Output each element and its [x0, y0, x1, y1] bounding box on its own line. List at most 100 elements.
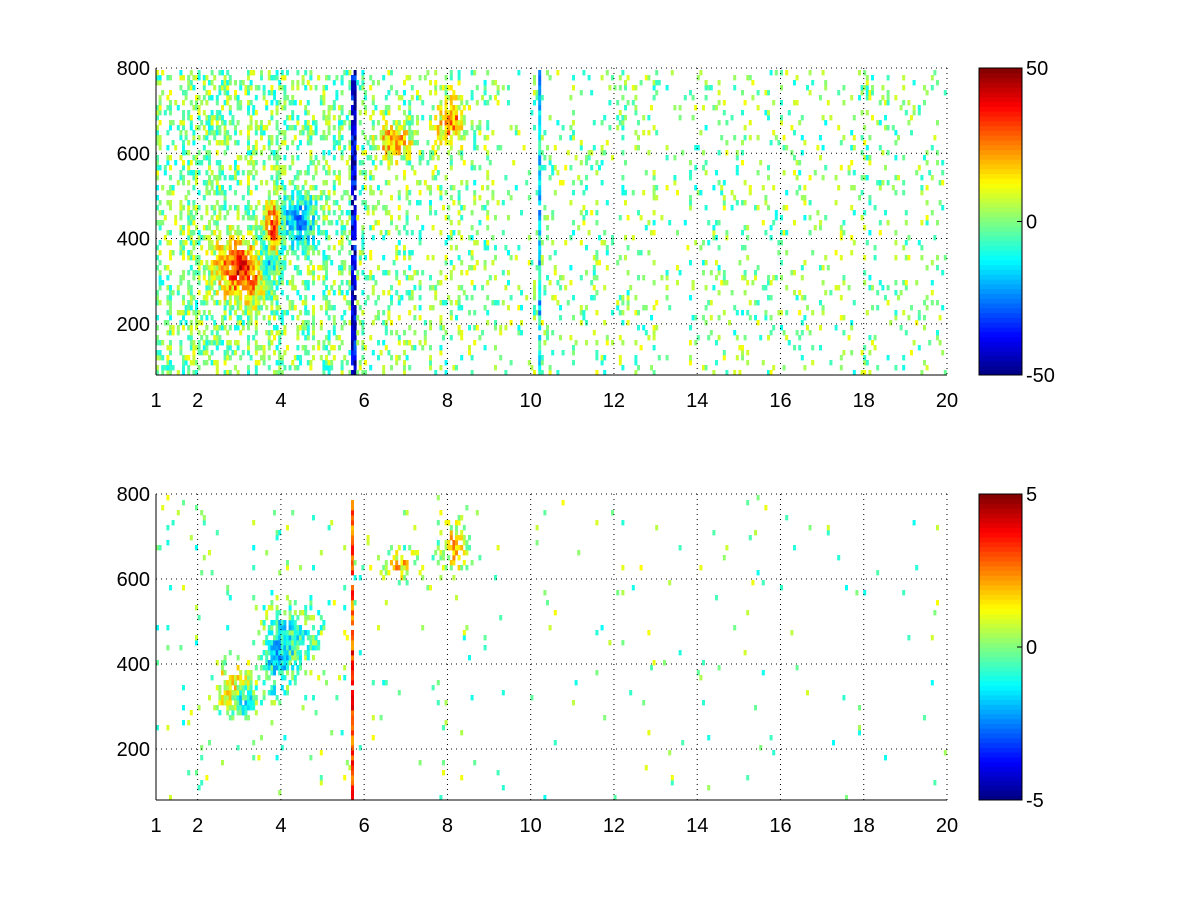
heatmap-cell	[254, 605, 258, 611]
heatmap-cell	[434, 125, 438, 131]
heatmap-cell	[457, 305, 461, 311]
heatmap-cell	[462, 115, 466, 121]
heatmap-cell	[252, 110, 256, 116]
heatmap-cell	[579, 240, 583, 246]
heatmap-cell	[621, 590, 625, 596]
heatmap-cell	[457, 105, 461, 111]
heatmap-cell	[166, 370, 170, 376]
heatmap-cell	[494, 215, 497, 221]
heatmap-cell	[195, 260, 198, 266]
heatmap-cell	[457, 200, 461, 206]
heatmap-cell	[434, 285, 438, 291]
heatmap-cell	[470, 370, 474, 376]
heatmap-cell	[306, 280, 310, 286]
heatmap-cell	[899, 290, 903, 296]
heatmap-cell	[618, 75, 622, 81]
heatmap-cell	[275, 150, 279, 156]
heatmap-cell	[842, 695, 846, 701]
heatmap-cell	[691, 115, 695, 121]
heatmap-cell	[304, 615, 308, 621]
heatmap-cell	[756, 170, 760, 176]
heatmap-cell	[322, 230, 326, 236]
heatmap-cell	[293, 645, 297, 651]
heatmap-cell	[780, 120, 783, 126]
heatmap-cell	[231, 260, 235, 266]
heatmap-cell	[275, 265, 279, 271]
heatmap-cell	[340, 270, 344, 276]
heatmap-cell	[920, 190, 924, 196]
heatmap-cell	[166, 155, 170, 161]
heatmap-cell	[735, 200, 739, 206]
heatmap-cell	[829, 290, 833, 296]
heatmap-cell	[340, 110, 344, 116]
heatmap-cell	[811, 250, 815, 256]
heatmap-cell	[439, 110, 443, 116]
heatmap-cell	[538, 185, 542, 191]
heatmap-cell	[169, 285, 172, 291]
heatmap-cell	[821, 280, 825, 286]
heatmap-cell	[280, 130, 284, 136]
heatmap-cell	[936, 150, 939, 156]
heatmap-cell	[647, 220, 651, 226]
heatmap-cell	[247, 245, 250, 251]
heatmap-cell	[559, 180, 562, 186]
heatmap-cell	[247, 675, 250, 681]
heatmap-cell	[626, 295, 630, 301]
heatmap-cell	[202, 520, 206, 526]
heatmap-cell	[332, 180, 336, 186]
heatmap-cell	[179, 310, 183, 316]
heatmap-cell	[247, 190, 250, 196]
heatmap-cell	[254, 305, 258, 311]
heatmap-cell	[442, 770, 445, 776]
heatmap-cell	[712, 185, 716, 191]
heatmap-cell	[403, 130, 406, 136]
heatmap-cell	[917, 110, 921, 116]
heatmap-cell	[249, 225, 253, 231]
heatmap-cell	[161, 355, 165, 361]
heatmap-cell	[278, 235, 282, 241]
heatmap-cell	[473, 135, 477, 141]
heatmap-cell	[252, 160, 256, 166]
heatmap-cell	[283, 630, 287, 636]
heatmap-cell	[280, 655, 284, 661]
heatmap-cell	[382, 565, 386, 571]
heatmap-cell	[468, 535, 471, 541]
heatmap-cell	[351, 765, 354, 771]
heatmap-cell	[309, 185, 313, 191]
colorbar-segment	[979, 508, 1022, 514]
heatmap-cell	[252, 695, 256, 701]
heatmap-cell	[241, 280, 245, 286]
heatmap-cell	[208, 280, 211, 286]
heatmap-cell	[936, 120, 939, 126]
heatmap-cell	[301, 705, 305, 711]
heatmap-cell	[470, 560, 474, 566]
heatmap-cell	[275, 70, 279, 76]
heatmap-cell	[218, 255, 222, 261]
colorbar-segment	[979, 709, 1022, 715]
heatmap-cell	[270, 85, 274, 91]
heatmap-cell	[717, 80, 721, 86]
heatmap-cell	[236, 140, 240, 146]
heatmap-cell	[481, 95, 484, 101]
heatmap-cell	[930, 260, 934, 266]
heatmap-cell	[179, 170, 183, 176]
heatmap-cell	[270, 650, 274, 656]
heatmap-cell	[478, 165, 482, 171]
heatmap-cell	[665, 155, 669, 161]
heatmap-cell	[395, 255, 399, 261]
heatmap-cell	[457, 220, 461, 226]
heatmap-cell	[377, 355, 380, 361]
heatmap-cell	[894, 155, 898, 161]
heatmap-cell	[249, 120, 253, 126]
heatmap-cell	[260, 135, 263, 141]
heatmap-cell	[158, 95, 162, 101]
heatmap-cell	[717, 180, 721, 186]
heatmap-cell	[205, 100, 209, 106]
heatmap-cell	[715, 170, 718, 176]
heatmap-cell	[808, 90, 812, 96]
heatmap-cell	[538, 245, 542, 251]
heatmap-cell	[260, 150, 263, 156]
heatmap-cell	[275, 240, 279, 246]
heatmap-cell	[442, 115, 445, 121]
heatmap-cell	[208, 285, 211, 291]
